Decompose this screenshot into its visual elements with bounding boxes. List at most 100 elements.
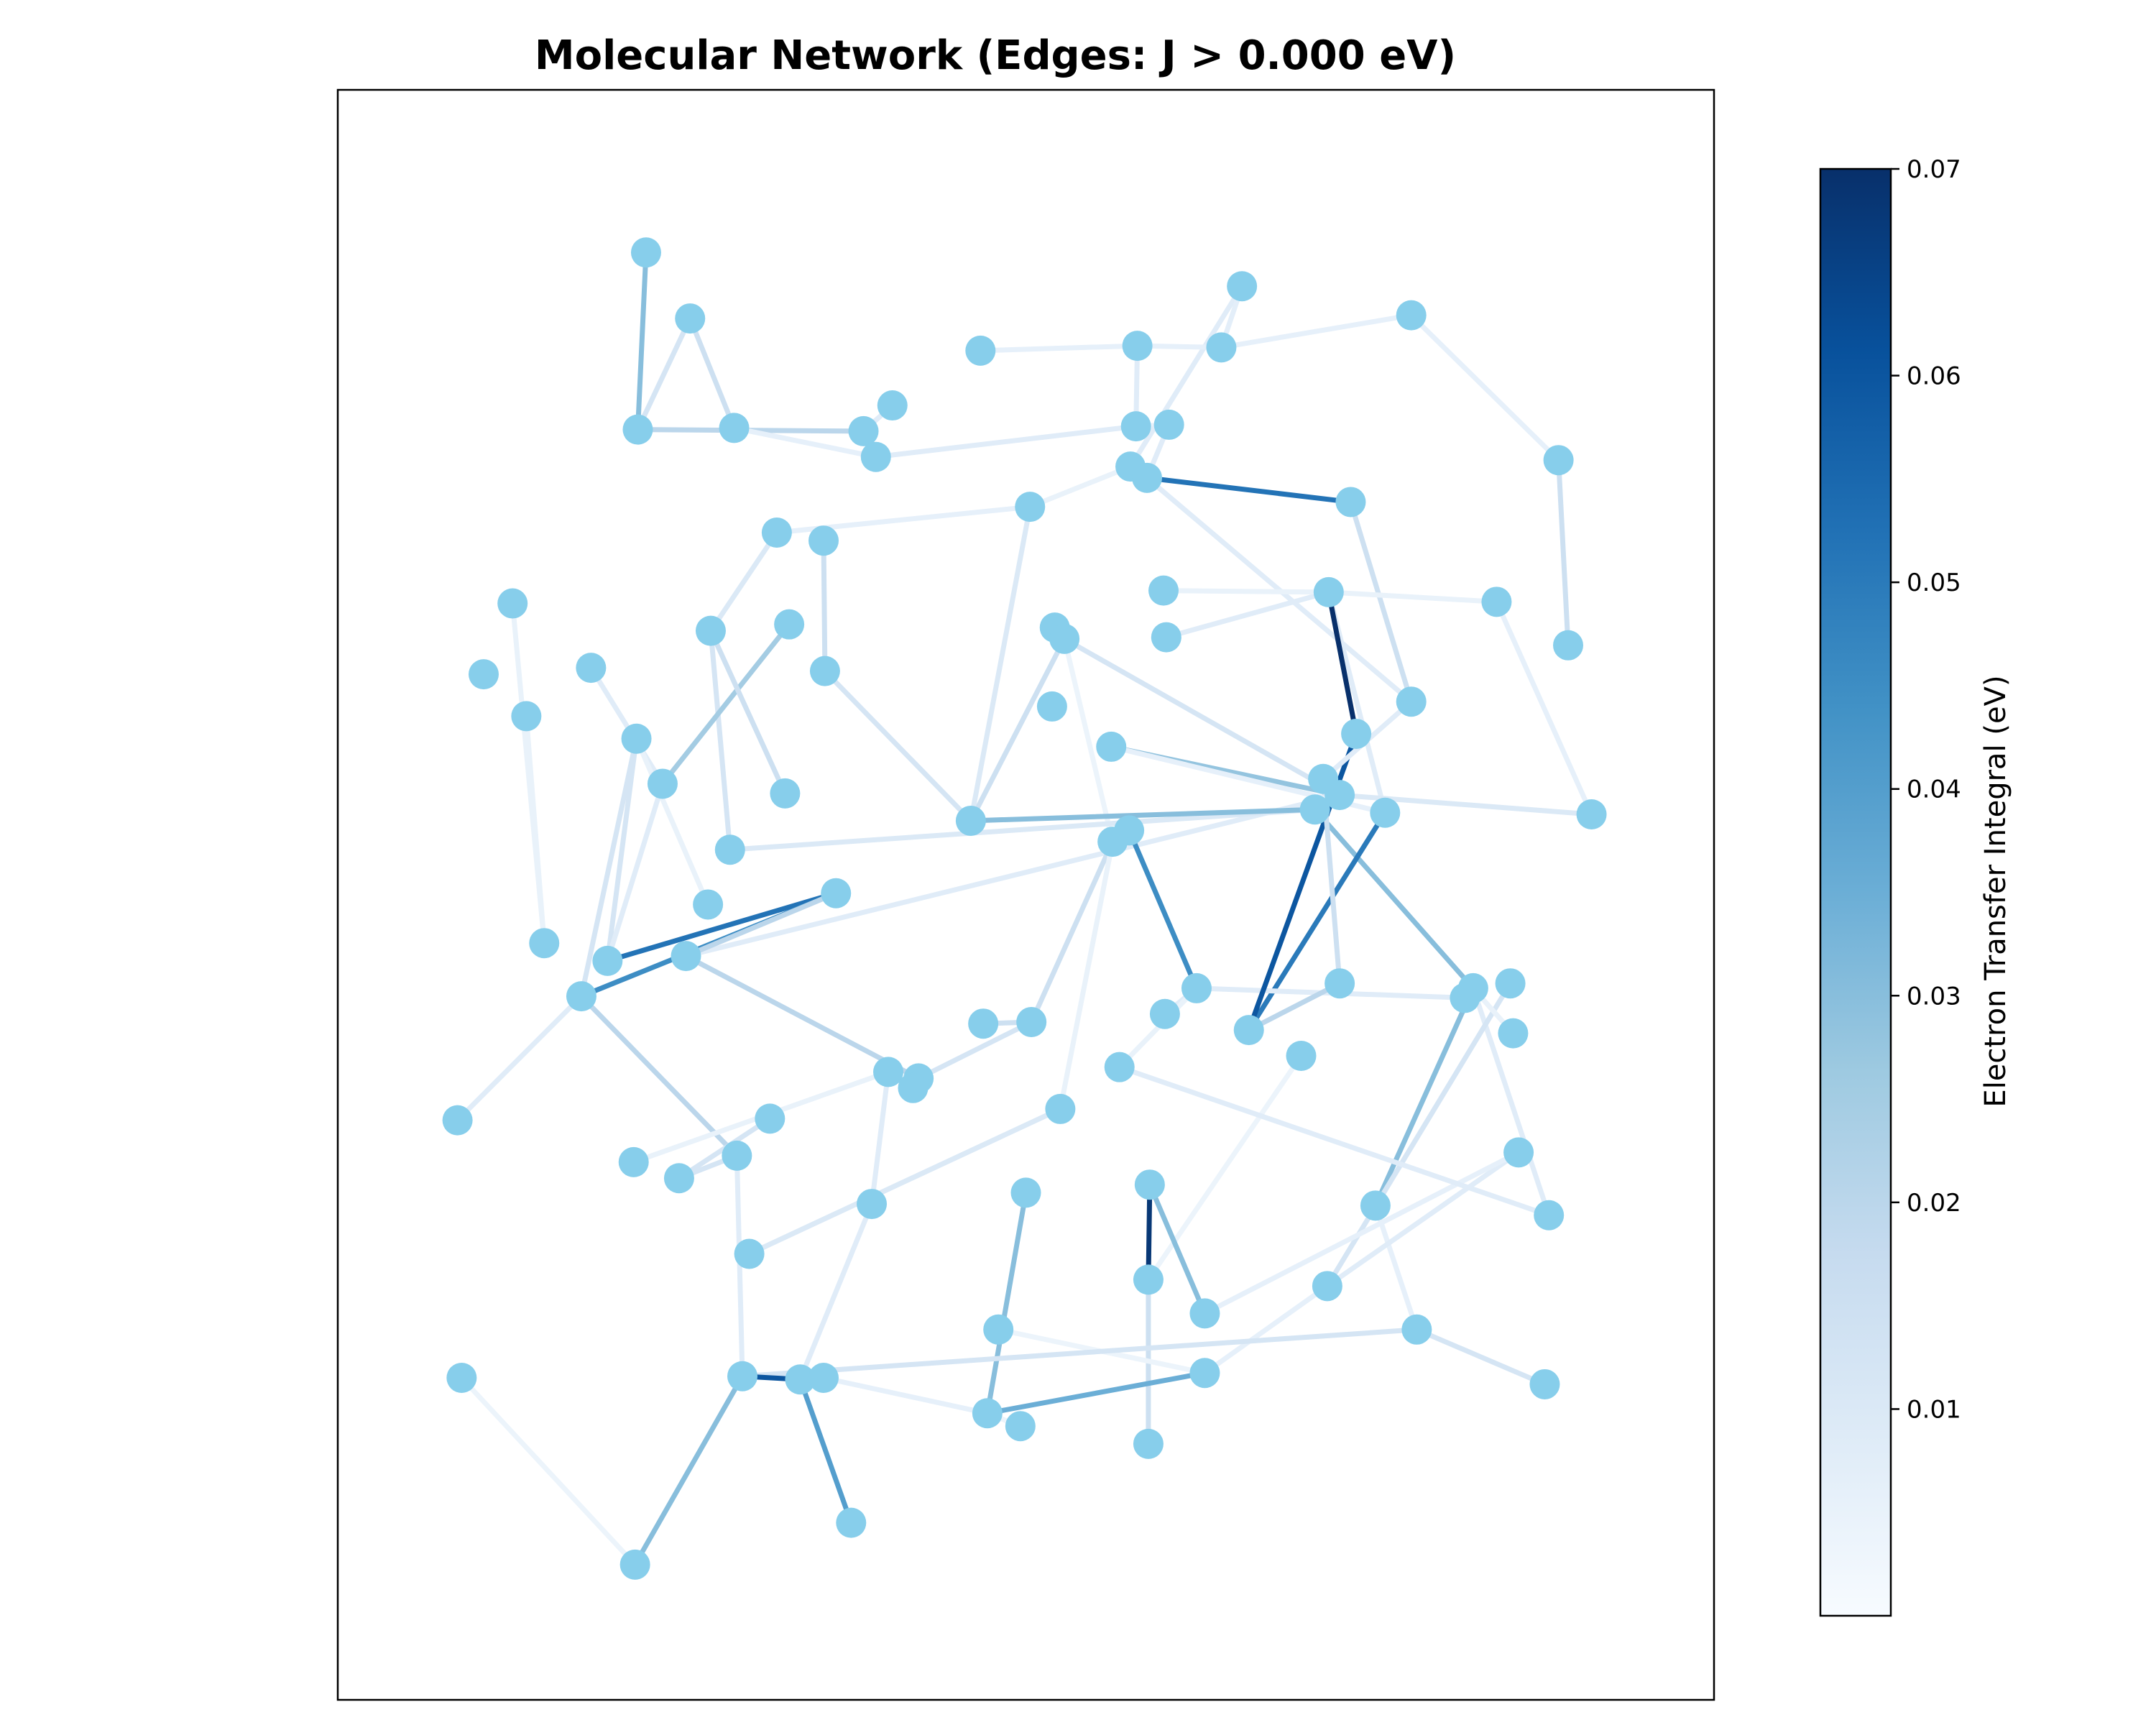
network-edge-46	[1126, 827, 1199, 991]
network-edge-42	[1246, 810, 1388, 1033]
chart-title: Molecular Network (Edges: J > 0.000 eV)	[535, 32, 1456, 79]
network-edge-38	[1493, 599, 1595, 817]
network-edge-40	[683, 792, 1342, 959]
network-edge-101	[708, 530, 780, 634]
colorbar-tick-label: 0.07	[1907, 155, 1961, 184]
colorbar-ticks: 0.01 0.02 0.03 0.04 0.05 0.06 0.07	[1891, 155, 1961, 1424]
network-node-54	[592, 945, 623, 976]
network-edge-93	[821, 1375, 990, 1416]
network-edge-96	[1414, 1327, 1547, 1387]
network-edge-32	[1061, 636, 1115, 845]
network-edge-81	[747, 1106, 1063, 1257]
network-edge-17	[1348, 499, 1414, 704]
network-node-24	[576, 653, 607, 684]
network-node-39	[647, 768, 678, 799]
network-node-82	[1360, 1190, 1391, 1221]
network-node-60	[1457, 972, 1488, 1003]
network-edge-79	[1147, 1182, 1207, 1316]
network-node-80	[857, 1189, 888, 1220]
network-node-17	[808, 525, 839, 556]
network-node-1	[622, 414, 653, 445]
network-node-35	[1553, 630, 1584, 661]
network-node-45	[1299, 794, 1330, 825]
network-node-81	[734, 1238, 765, 1269]
network-edge-53	[604, 736, 640, 964]
network-edge-91	[632, 1374, 745, 1568]
network-node-57	[1181, 972, 1212, 1003]
network-edge-15	[1556, 457, 1571, 648]
network-node-5	[877, 390, 908, 421]
network-edge-56	[683, 953, 921, 1081]
network-node-41	[955, 805, 986, 836]
network-node-25	[695, 615, 726, 646]
network-edge-85	[1202, 1149, 1521, 1316]
network-node-53	[529, 928, 560, 959]
network-node-71	[898, 1072, 929, 1103]
network-node-84	[1534, 1200, 1565, 1230]
network-edge-89	[459, 1375, 638, 1568]
colorbar-tick-label: 0.06	[1907, 362, 1961, 391]
network-edge-86	[1202, 1283, 1330, 1376]
network-node-96	[1005, 1411, 1036, 1442]
network-node-46	[1370, 797, 1401, 828]
network-node-21	[497, 588, 528, 619]
network-edge-22	[1027, 464, 1133, 510]
network-edge-69	[455, 993, 584, 1123]
network-node-40	[770, 778, 801, 809]
plot-frame	[336, 88, 1715, 1701]
network-edge-83	[1325, 1149, 1521, 1289]
network-node-89	[1401, 1314, 1432, 1345]
network-node-74	[755, 1103, 786, 1134]
network-edge-65	[916, 1019, 1034, 1081]
network-node-85	[1133, 1264, 1164, 1295]
network-node-50	[1097, 827, 1128, 857]
network-node-12	[1132, 462, 1163, 493]
network-node-61	[1495, 968, 1526, 999]
network-edge-82	[1373, 1202, 1419, 1333]
network-node-93	[808, 1363, 839, 1393]
network-edge-92	[797, 1376, 854, 1526]
network-node-91	[727, 1361, 758, 1392]
network-node-69	[873, 1057, 903, 1087]
network-edge-48	[1057, 839, 1115, 1112]
network-node-9	[1120, 411, 1151, 442]
network-edge-14	[1409, 313, 1562, 463]
network-node-67	[1498, 1018, 1529, 1049]
network-node-76	[663, 1163, 694, 1194]
network-node-77	[722, 1140, 752, 1171]
network-node-4	[848, 415, 879, 446]
network-node-7	[965, 335, 996, 366]
network-node-27	[809, 656, 840, 686]
network-node-23	[511, 701, 542, 732]
network-node-22	[468, 659, 499, 690]
colorbar-gradient	[1819, 167, 1892, 1617]
network-node-68	[442, 1105, 473, 1136]
network-edge-6	[977, 343, 1141, 354]
network-node-14	[1206, 332, 1237, 363]
network-edge-77	[985, 1190, 1028, 1416]
network-node-75	[618, 1146, 649, 1177]
network-edge-26	[708, 628, 733, 852]
network-edge-76	[734, 1153, 745, 1379]
network-edge-27	[660, 622, 792, 786]
network-node-72	[1104, 1052, 1135, 1082]
network-node-95	[972, 1398, 1003, 1429]
network-node-20	[1543, 445, 1574, 476]
network-node-6	[860, 441, 891, 472]
network-node-2	[675, 303, 706, 334]
network-node-38	[621, 723, 652, 754]
network-node-52	[821, 878, 852, 908]
colorbar-tick-label: 0.02	[1907, 1189, 1961, 1218]
network-edge-52	[634, 736, 711, 907]
network-node-65	[1233, 1015, 1264, 1046]
network-edge-16	[1144, 475, 1353, 505]
network-edge-99	[968, 504, 1033, 824]
network-edge-30	[968, 636, 1067, 824]
network-edge-104	[797, 1201, 875, 1382]
network-edge-57	[579, 993, 740, 1159]
network-node-10	[1153, 409, 1184, 440]
network-edge-59	[1246, 980, 1342, 1033]
network-edge-102	[708, 628, 788, 796]
network-edge-31	[1061, 636, 1342, 798]
network-edge-13	[1218, 313, 1414, 350]
